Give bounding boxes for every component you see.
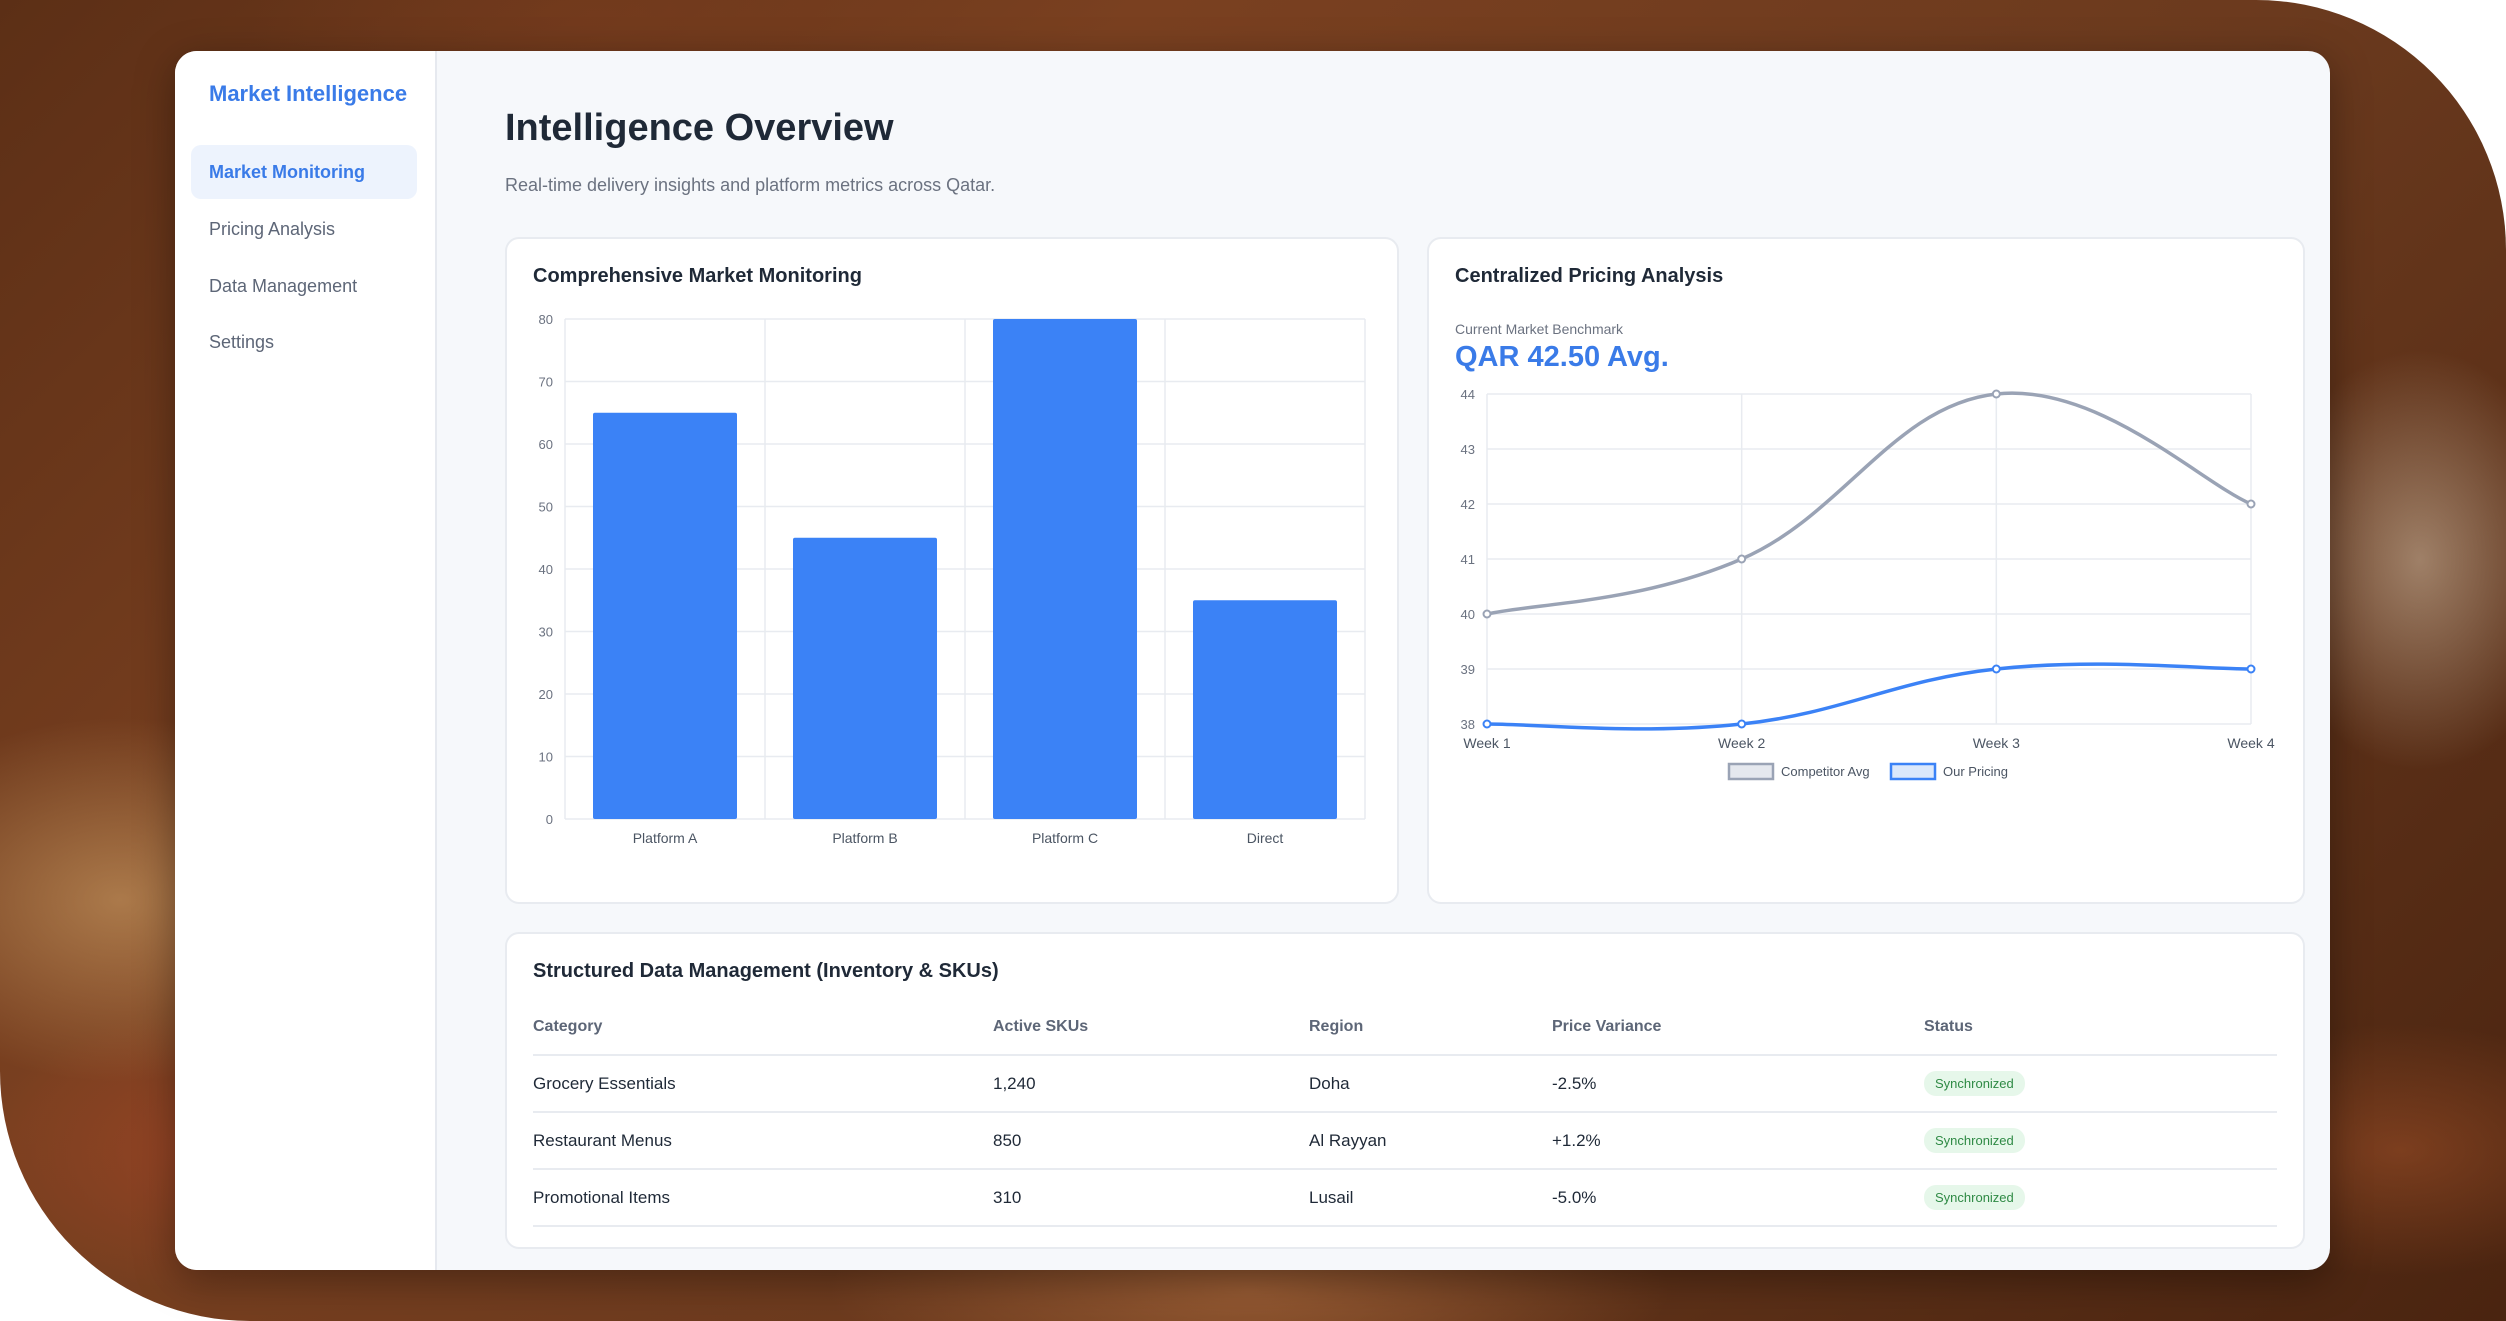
legend-swatch [1889,762,1937,781]
sku-table: Category Active SKUs Region Price Varian… [533,1000,2277,1227]
table-header-row: Category Active SKUs Region Price Varian… [533,1000,2277,1056]
column-header-price-variance: Price Variance [1552,1000,1924,1056]
cell-status: Synchronized [1924,1055,2277,1113]
x-tick-label: Week 2 [1718,735,1765,751]
y-tick-label: 20 [539,687,553,702]
column-header-category: Category [533,1000,993,1056]
bar [593,412,737,819]
benchmark-value: QAR 42.50 Avg. [1455,341,1669,373]
cell-category: Promotional Items [533,1169,993,1227]
data-point [1482,719,1492,729]
y-tick-label: 41 [1461,552,1475,567]
legend-swatch [1727,762,1775,781]
cell-status: Synchronized [1924,1112,2277,1170]
status-badge: Synchronized [1924,1071,2025,1096]
cell-region: Doha [1309,1055,1552,1113]
sidebar: Market Intelligence Market Monitoring Pr… [175,51,437,1270]
bar [1193,600,1337,819]
status-badge: Synchronized [1924,1128,2025,1153]
table-row: Promotional Items 310 Lusail -5.0% Synch… [533,1169,2277,1227]
page-subtitle: Real-time delivery insights and platform… [505,175,996,195]
x-tick-label: Platform B [832,830,897,846]
cell-region: Lusail [1309,1169,1552,1227]
data-management-title: Structured Data Management (Inventory & … [533,960,999,982]
cell-region: Al Rayyan [1309,1112,1552,1170]
data-point [2246,499,2256,509]
y-tick-label: 38 [1461,717,1475,732]
y-tick-label: 80 [539,312,553,327]
data-point [2246,664,2256,674]
x-tick-label: Week 4 [2227,735,2274,751]
x-tick-label: Week 3 [1973,735,2020,751]
cell-category: Restaurant Menus [533,1112,993,1170]
app-window: Market Intelligence Market Monitoring Pr… [175,51,2330,1270]
market-monitoring-card: Comprehensive Market Monitoring 0 10 20 30 4… [505,237,1399,904]
y-tick-label: 0 [546,812,553,827]
y-tick-label: 40 [1461,607,1475,622]
legend-label: Competitor Avg [1781,764,1870,779]
sidebar-item-pricing-analysis[interactable]: Pricing Analysis [209,219,336,239]
cell-category: Grocery Essentials [533,1055,993,1113]
pricing-analysis-card: Centralized Pricing Analysis Current Mar… [1427,237,2305,904]
data-management-card: Structured Data Management (Inventory & … [505,932,2305,1249]
y-tick-label: 70 [539,375,553,390]
y-tick-label: 30 [539,625,553,640]
data-point [1737,719,1747,729]
cell-active-skus: 310 [993,1169,1309,1227]
x-tick-label: Platform A [633,830,698,846]
y-tick-label: 42 [1461,497,1475,512]
bar-chart: 0 10 20 30 40 50 60 70 80 Platform A Platform B Pla… [539,312,1366,846]
legend-label: Our Pricing [1943,764,2008,779]
sidebar-item-data-management[interactable]: Data Management [209,276,358,296]
y-tick-label: 39 [1461,662,1475,677]
y-tick-label: 40 [539,562,553,577]
x-tick-label: Week 1 [1463,735,1510,751]
bar [993,319,1137,819]
line-chart: 38 39 40 41 42 43 44 Week 1 Week 2 Week 3 Week 4 Co… [1461,387,2275,781]
cell-price-variance: -5.0% [1552,1169,1924,1227]
y-tick-label: 43 [1461,442,1475,457]
pricing-analysis-title: Centralized Pricing Analysis [1455,265,1724,287]
cell-active-skus: 850 [993,1112,1309,1170]
benchmark-label: Current Market Benchmark [1455,321,1624,337]
sidebar-item-settings[interactable]: Settings [209,332,275,352]
data-point [1482,609,1492,619]
cell-price-variance: +1.2% [1552,1112,1924,1170]
y-tick-label: 50 [539,500,553,515]
cell-status: Synchronized [1924,1169,2277,1227]
table-row: Grocery Essentials 1,240 Doha -2.5% Sync… [533,1055,2277,1113]
bar [793,537,937,819]
column-header-active-skus: Active SKUs [993,1000,1309,1056]
page-title: Intelligence Overview [505,107,894,149]
data-point [1737,554,1747,564]
data-point [1991,664,2001,674]
data-point [1991,389,2001,399]
cell-price-variance: -2.5% [1552,1055,1924,1113]
column-header-status: Status [1924,1000,2277,1056]
cell-active-skus: 1,240 [993,1055,1309,1113]
table-row: Restaurant Menus 850 Al Rayyan +1.2% Syn… [533,1112,2277,1170]
y-tick-label: 10 [539,750,553,765]
column-header-region: Region [1309,1000,1552,1056]
brand-title: Market Intelligence [209,81,408,106]
competitor-avg-line [1486,391,2252,616]
status-badge: Synchronized [1924,1185,2025,1210]
market-monitoring-title: Comprehensive Market Monitoring [533,265,862,287]
x-tick-label: Direct [1247,830,1284,846]
x-tick-label: Platform C [1032,830,1098,846]
y-tick-label: 44 [1461,387,1475,402]
our-pricing-line [1486,662,2252,731]
sidebar-item-market-monitoring[interactable]: Market Monitoring [191,145,417,199]
y-tick-label: 60 [539,437,553,452]
